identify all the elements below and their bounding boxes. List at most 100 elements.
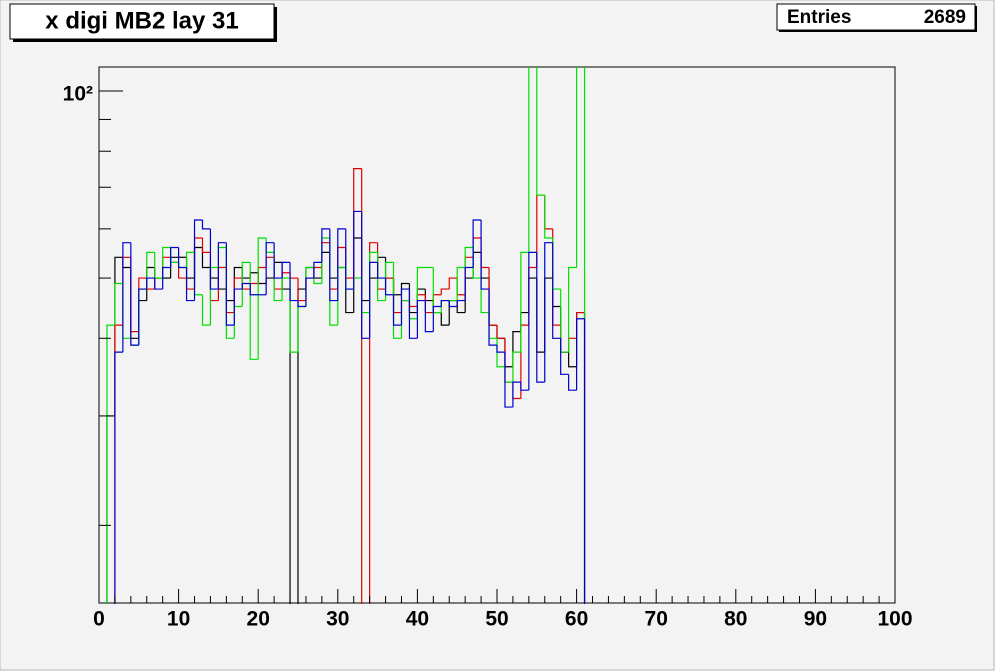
histogram-bin — [201, 294, 211, 326]
x-tick-label: 90 — [804, 608, 827, 631]
histogram-bin — [544, 195, 553, 239]
histogram-bin — [432, 305, 442, 332]
histogram-bin — [456, 299, 466, 307]
histogram-bin — [440, 312, 450, 326]
x-tick-label: 20 — [247, 608, 270, 631]
histogram-bin — [122, 242, 131, 353]
histogram-bin — [568, 266, 577, 353]
histogram-bin — [257, 237, 267, 360]
histogram-bin — [496, 345, 505, 353]
histogram — [106, 67, 586, 604]
histogram-bin — [193, 219, 203, 301]
histogram-bin — [583, 67, 586, 604]
histogram-bin — [448, 300, 458, 308]
x-tick-label: 0 — [93, 608, 105, 631]
histogram-bin — [185, 267, 195, 302]
histogram-bin — [488, 289, 497, 346]
histogram-bin — [241, 261, 251, 307]
histogram-bin — [392, 262, 402, 339]
histogram-bin — [313, 261, 322, 279]
histogram-bin — [289, 289, 291, 604]
histogram-bin — [536, 252, 545, 383]
histogram-bin — [583, 318, 586, 604]
histogram-bin — [560, 338, 569, 375]
histogram-bin — [154, 278, 163, 290]
x-tick-label: 40 — [406, 608, 429, 631]
histogram-bin — [265, 242, 275, 295]
histogram-bin — [464, 266, 474, 301]
histogram-bin — [552, 242, 561, 339]
histogram-bin — [361, 211, 370, 339]
histogram-bin — [162, 266, 171, 290]
histogram-bin — [289, 262, 298, 302]
histogram-bin — [201, 247, 211, 269]
x-tick-label: 10 — [167, 608, 190, 631]
histogram-bin — [289, 278, 298, 353]
histogram-bin — [130, 242, 139, 346]
histogram-bin — [345, 228, 354, 290]
histogram-bin — [456, 266, 466, 301]
histogram-bin — [448, 277, 458, 290]
histogram-bin — [424, 300, 434, 333]
histogram-bin — [146, 277, 155, 290]
x-tick-label: 50 — [485, 608, 508, 631]
x-tick-label: 30 — [326, 608, 349, 631]
histogram-bin — [337, 228, 346, 301]
histogram-bin — [217, 242, 227, 290]
histogram-bin — [178, 247, 187, 269]
histogram-bin — [329, 228, 338, 302]
histogram-bin — [408, 289, 418, 339]
histogram-bin — [138, 288, 147, 346]
histogram-bin — [369, 261, 378, 339]
histogram-bin — [416, 299, 426, 339]
histogram-bin — [106, 324, 115, 604]
x-tick-label: 80 — [724, 608, 747, 631]
histogram-bin — [305, 277, 314, 307]
histogram-bin — [241, 282, 251, 290]
histogram-bin — [233, 288, 243, 326]
histogram-bin — [440, 299, 450, 307]
stats-entries: 2689 — [924, 7, 966, 28]
histogram-bin — [512, 381, 521, 408]
stats-box — [776, 3, 976, 31]
histogram-bin — [440, 288, 450, 295]
histogram-bin — [528, 67, 530, 253]
title-box — [9, 3, 275, 40]
x-tick-label: 100 — [877, 608, 912, 631]
histogram-bin — [281, 261, 291, 279]
histogram-bin — [400, 288, 410, 326]
histogram-bin — [249, 283, 259, 296]
histogram-bin — [297, 300, 306, 308]
chart-title: x digi MB2 lay 31 — [45, 7, 238, 34]
histogram-bin — [576, 67, 578, 268]
x-tick-label: 60 — [565, 608, 588, 631]
histogram-bin — [273, 242, 283, 279]
histogram-bin — [392, 294, 402, 326]
histogram-bin — [576, 318, 585, 391]
histogram-bin — [544, 242, 553, 383]
histogram-bin — [472, 219, 482, 268]
histogram-bin — [480, 220, 490, 290]
histogram-bin — [114, 351, 123, 604]
histogram-bin — [504, 352, 513, 408]
histogram-bin — [568, 352, 577, 368]
histogram-bin — [377, 262, 386, 279]
stats-label: Entries — [787, 7, 851, 28]
histogram-bin — [520, 382, 529, 391]
histogram-bin — [568, 374, 577, 391]
histogram-bin — [528, 251, 537, 391]
histogram-bin — [114, 282, 123, 326]
histogram-bin — [464, 246, 474, 268]
histogram-bin — [321, 228, 330, 263]
histogram-bin — [225, 242, 235, 326]
histogram-bin — [536, 67, 545, 196]
histogram-bin — [512, 351, 521, 383]
histogram-bin — [384, 278, 394, 296]
histogram-bin — [209, 228, 219, 290]
y-tick-label: 10² — [63, 83, 93, 106]
histogram-bin — [146, 251, 155, 290]
histogram-bin — [185, 251, 195, 268]
x-tick-label: 70 — [645, 608, 668, 631]
